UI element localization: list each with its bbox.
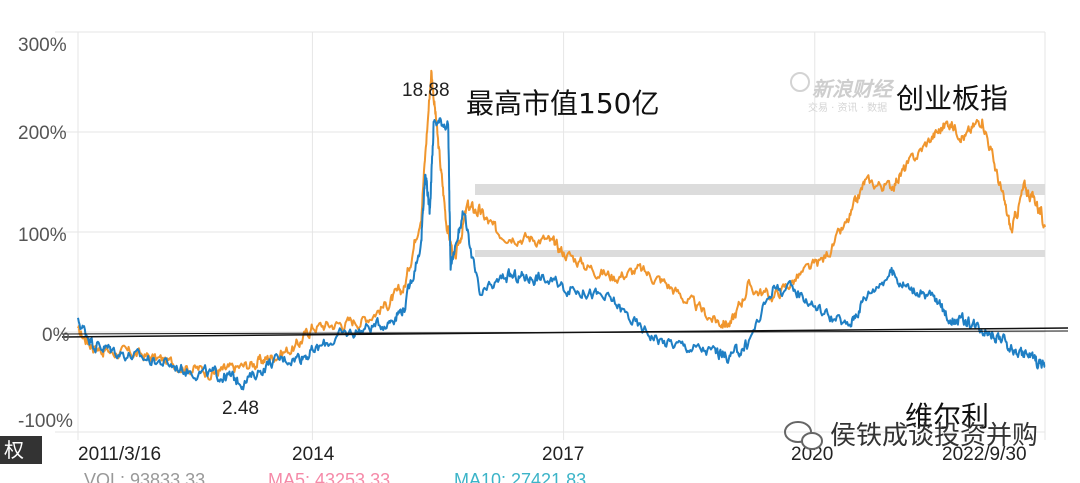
y-tick-label: 200% — [18, 123, 67, 144]
wechat-account-name: 侯铁成谈投资并购 — [830, 421, 1038, 451]
y-tick-label: 300% — [18, 35, 67, 56]
sina-watermark: 新浪财经 交易 · 资讯 · 数据 — [791, 73, 895, 114]
peak-value-label: 18.88 — [402, 80, 450, 101]
left-dark-tag-text: 权 — [4, 438, 24, 462]
low-value-label: 2.48 — [222, 398, 259, 419]
x-tick-label: 2017 — [542, 444, 584, 465]
peak-note: 最高市值150亿 — [466, 87, 659, 120]
ma10-readout: MA10: 27421.83 — [454, 470, 586, 483]
resistance-band-upper — [475, 184, 1045, 195]
y-tick-label: 100% — [18, 225, 67, 246]
vol-readout: VOL: 93833.33 — [84, 470, 205, 483]
sina-eye-icon — [791, 73, 809, 91]
ma5-readout: MA5: 43253.33 — [268, 470, 390, 483]
y-tick-label: 0% — [42, 325, 70, 346]
index-series-label: 创业板指 — [896, 82, 1008, 115]
y-tick-label: -100% — [18, 411, 73, 432]
x-tick-label: 2014 — [292, 444, 335, 465]
sina-brand: 新浪财经 — [812, 77, 895, 101]
x-tick-label: 2011/3/16 — [78, 444, 161, 465]
sina-sub: 交易 · 资讯 · 数据 — [808, 101, 887, 114]
